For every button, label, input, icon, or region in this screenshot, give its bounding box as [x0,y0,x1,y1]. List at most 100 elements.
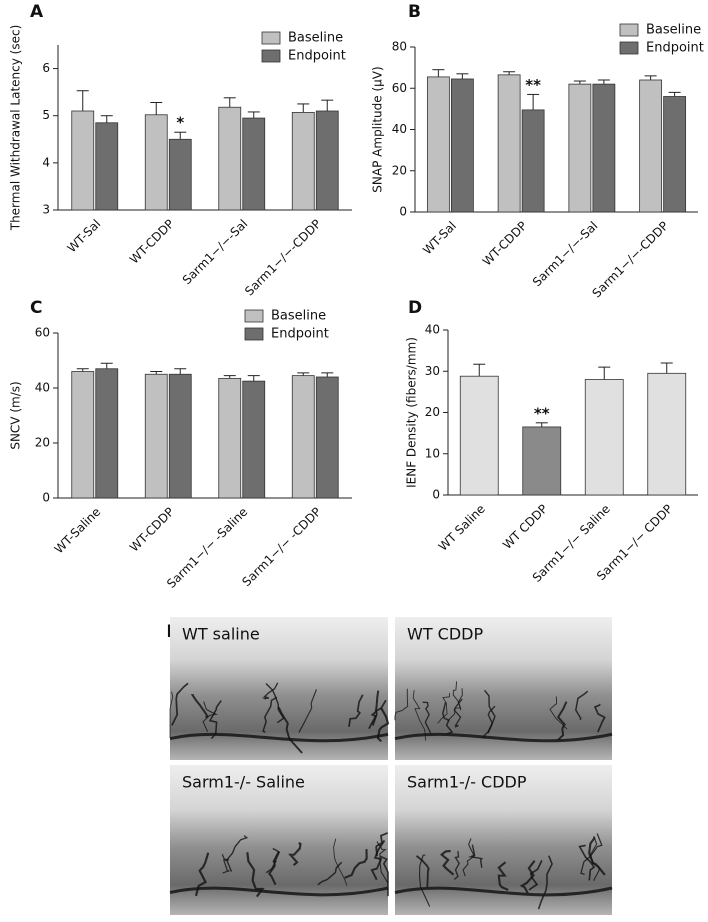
y-axis-label: SNAP Amplitude (μV) [371,66,385,192]
bar [71,371,95,499]
micrograph: WT saline [169,617,390,760]
bar [315,110,339,211]
nerve-fiber [418,854,431,907]
plexus [394,886,613,897]
nerve-fiber [221,853,230,874]
bar [218,377,242,499]
panel-label: B [408,2,421,22]
y-tick-label: 20 [35,436,50,450]
micrograph-background [395,765,612,915]
legend-label: Endpoint [271,327,329,342]
x-tick-label: WT-Sal [65,217,104,256]
bar [497,74,521,213]
y-tick-label: 0 [432,488,440,502]
nerve-fiber [265,847,280,874]
y-tick-label: 4 [42,155,50,169]
nerve-fiber [589,835,600,882]
significance-marker: ** [525,76,541,94]
nerve-fiber [556,701,568,741]
legend-label: Endpoint [288,49,346,64]
legend-swatch [619,23,639,37]
nerve-fiber [202,701,219,733]
nerve-fiber [190,694,209,719]
bar [144,373,168,499]
y-axis-label: IENF Density (fibers/mm) [405,337,419,488]
micrograph: Sarm1-/- CDDP [394,765,613,915]
legend-label: Baseline [646,23,701,38]
y-tick-label: 40 [425,323,440,337]
nerve-fiber [437,692,450,724]
x-tick-label: WT-CDDP [480,219,530,269]
nerve-fiber [593,703,606,733]
bar [242,380,266,499]
y-tick-label: 5 [42,108,50,122]
nerve-fiber [317,861,343,886]
nerve-fiber [549,696,568,730]
bar [584,379,624,496]
y-tick-label: 20 [425,405,440,419]
nerve-fiber [415,855,430,888]
y-tick-label: 3 [42,203,50,217]
y-tick-label: 20 [392,163,407,177]
y-tick-label: 0 [42,491,50,505]
nerve-fiber [333,838,348,886]
micrograph-background [170,765,388,915]
significance-marker: ** [534,404,550,422]
nerve-fiber [497,861,509,891]
micrograph-background [395,617,612,760]
bar [647,372,687,496]
nerve-fiber [376,707,390,743]
bar [168,373,192,499]
nerve-fiber [375,832,389,857]
bar [218,106,242,211]
bar [291,375,315,499]
panel-label: C [30,298,42,318]
nerve-fiber [288,841,302,866]
y-tick-label: 0 [399,205,407,219]
y-tick-label: 60 [392,81,407,95]
nerve-fiber [439,850,455,876]
bar [663,96,687,213]
legend-swatch [261,31,281,45]
nerve-fiber [380,855,389,897]
y-tick-label: 60 [35,326,50,340]
legend-label: Baseline [271,309,326,324]
nerve-fiber [277,706,303,754]
legend-label: Baseline [288,31,343,46]
y-tick-label: 40 [392,122,407,136]
nerve-fiber [394,688,409,721]
bar [291,112,315,211]
bar [95,122,119,211]
y-axis-label: Thermal Withdrawal Latency (sec) [9,25,23,232]
y-axis-label: SNCV (m/s) [9,381,23,449]
panel-label: D [408,298,422,318]
nerve-fiber [537,855,553,910]
bar [450,78,474,213]
x-tick-label: WT-CDDP [127,217,177,267]
panel-label: A [30,2,44,22]
micrograph: Sarm1-/- Saline [169,765,389,915]
x-tick-label: WT-Saline [52,505,104,557]
y-tick-label: 40 [35,381,50,395]
nerve-fiber [575,690,589,721]
nerve-fiber [368,699,387,730]
nerve-fiber [344,849,368,879]
bar [71,110,95,211]
nerve-fiber [376,841,389,884]
bar [168,138,192,211]
x-tick-label: WT-Sal [420,219,459,258]
x-tick-label: Sarm1−/−-CDDP [589,219,671,301]
legend-swatch [244,309,264,323]
x-tick-label: WT CDDP [500,502,550,552]
bar [95,368,119,499]
micrograph-caption: Sarm1-/- Saline [182,773,305,792]
micrograph-caption: WT CDDP [407,625,483,644]
nerve-fiber [261,682,279,700]
legend-swatch [244,327,264,341]
bar [426,76,450,213]
nerve-fiber [171,682,189,726]
plexus [394,732,613,743]
nerve-fiber [348,694,364,728]
x-tick-label: Sarm1−/− -Saline [164,505,250,591]
nerve-fiber [370,839,386,881]
